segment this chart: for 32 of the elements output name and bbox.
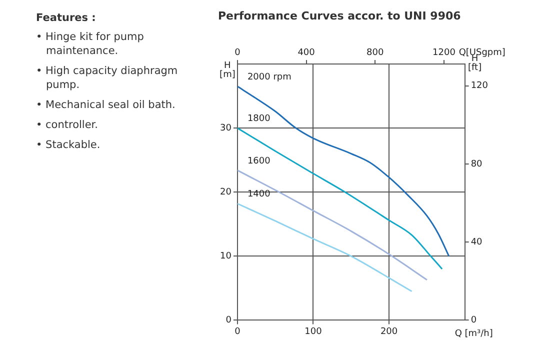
y2-tick-label: 80 — [470, 159, 483, 170]
series-label: 1600 — [247, 156, 271, 166]
y2-tick-label: 0 — [470, 316, 477, 326]
y-tick-label: 30 — [220, 123, 232, 134]
text: • Stackable. — [36, 138, 102, 152]
x-tick-label: 0 — [234, 326, 241, 337]
y-axis-title: H [m] — [220, 61, 236, 80]
text: • Mechanical seal oil bath. — [36, 98, 176, 112]
line-series — [237, 86, 450, 257]
text: • controller. — [36, 118, 99, 132]
x-axis-title: Q [m³/h] — [454, 329, 493, 340]
x-tick-label: 200 — [380, 326, 398, 337]
x2-tick-label: 800 — [366, 48, 384, 58]
y2-tick-label: 40 — [470, 237, 483, 248]
chart-title: Performance Curves accor. to UNI 9906 — [218, 9, 462, 22]
series-label: 1800 — [247, 114, 271, 124]
y-tick-label: 20 — [220, 187, 232, 198]
y2-tick-label: 120 — [470, 81, 488, 92]
x2-tick-label: 400 — [298, 48, 316, 58]
x2-tick-label: 1200 — [432, 48, 456, 58]
y-tick-label: 10 — [220, 251, 232, 262]
text: Features : — [36, 12, 97, 24]
x2-tick-label: 0 — [234, 48, 241, 58]
text: • High capacity diaphragm pump. — [36, 64, 179, 92]
x-tick-label: 100 — [304, 326, 322, 337]
line-series — [237, 170, 428, 281]
line-series — [237, 127, 443, 270]
series-label: 2000 rpm — [247, 72, 292, 82]
text: • Hinge kit for pump maintenance. — [36, 30, 145, 58]
series-label: 1400 — [247, 190, 271, 200]
line-series — [237, 202, 413, 292]
y-tick-label: 0 — [226, 316, 232, 326]
